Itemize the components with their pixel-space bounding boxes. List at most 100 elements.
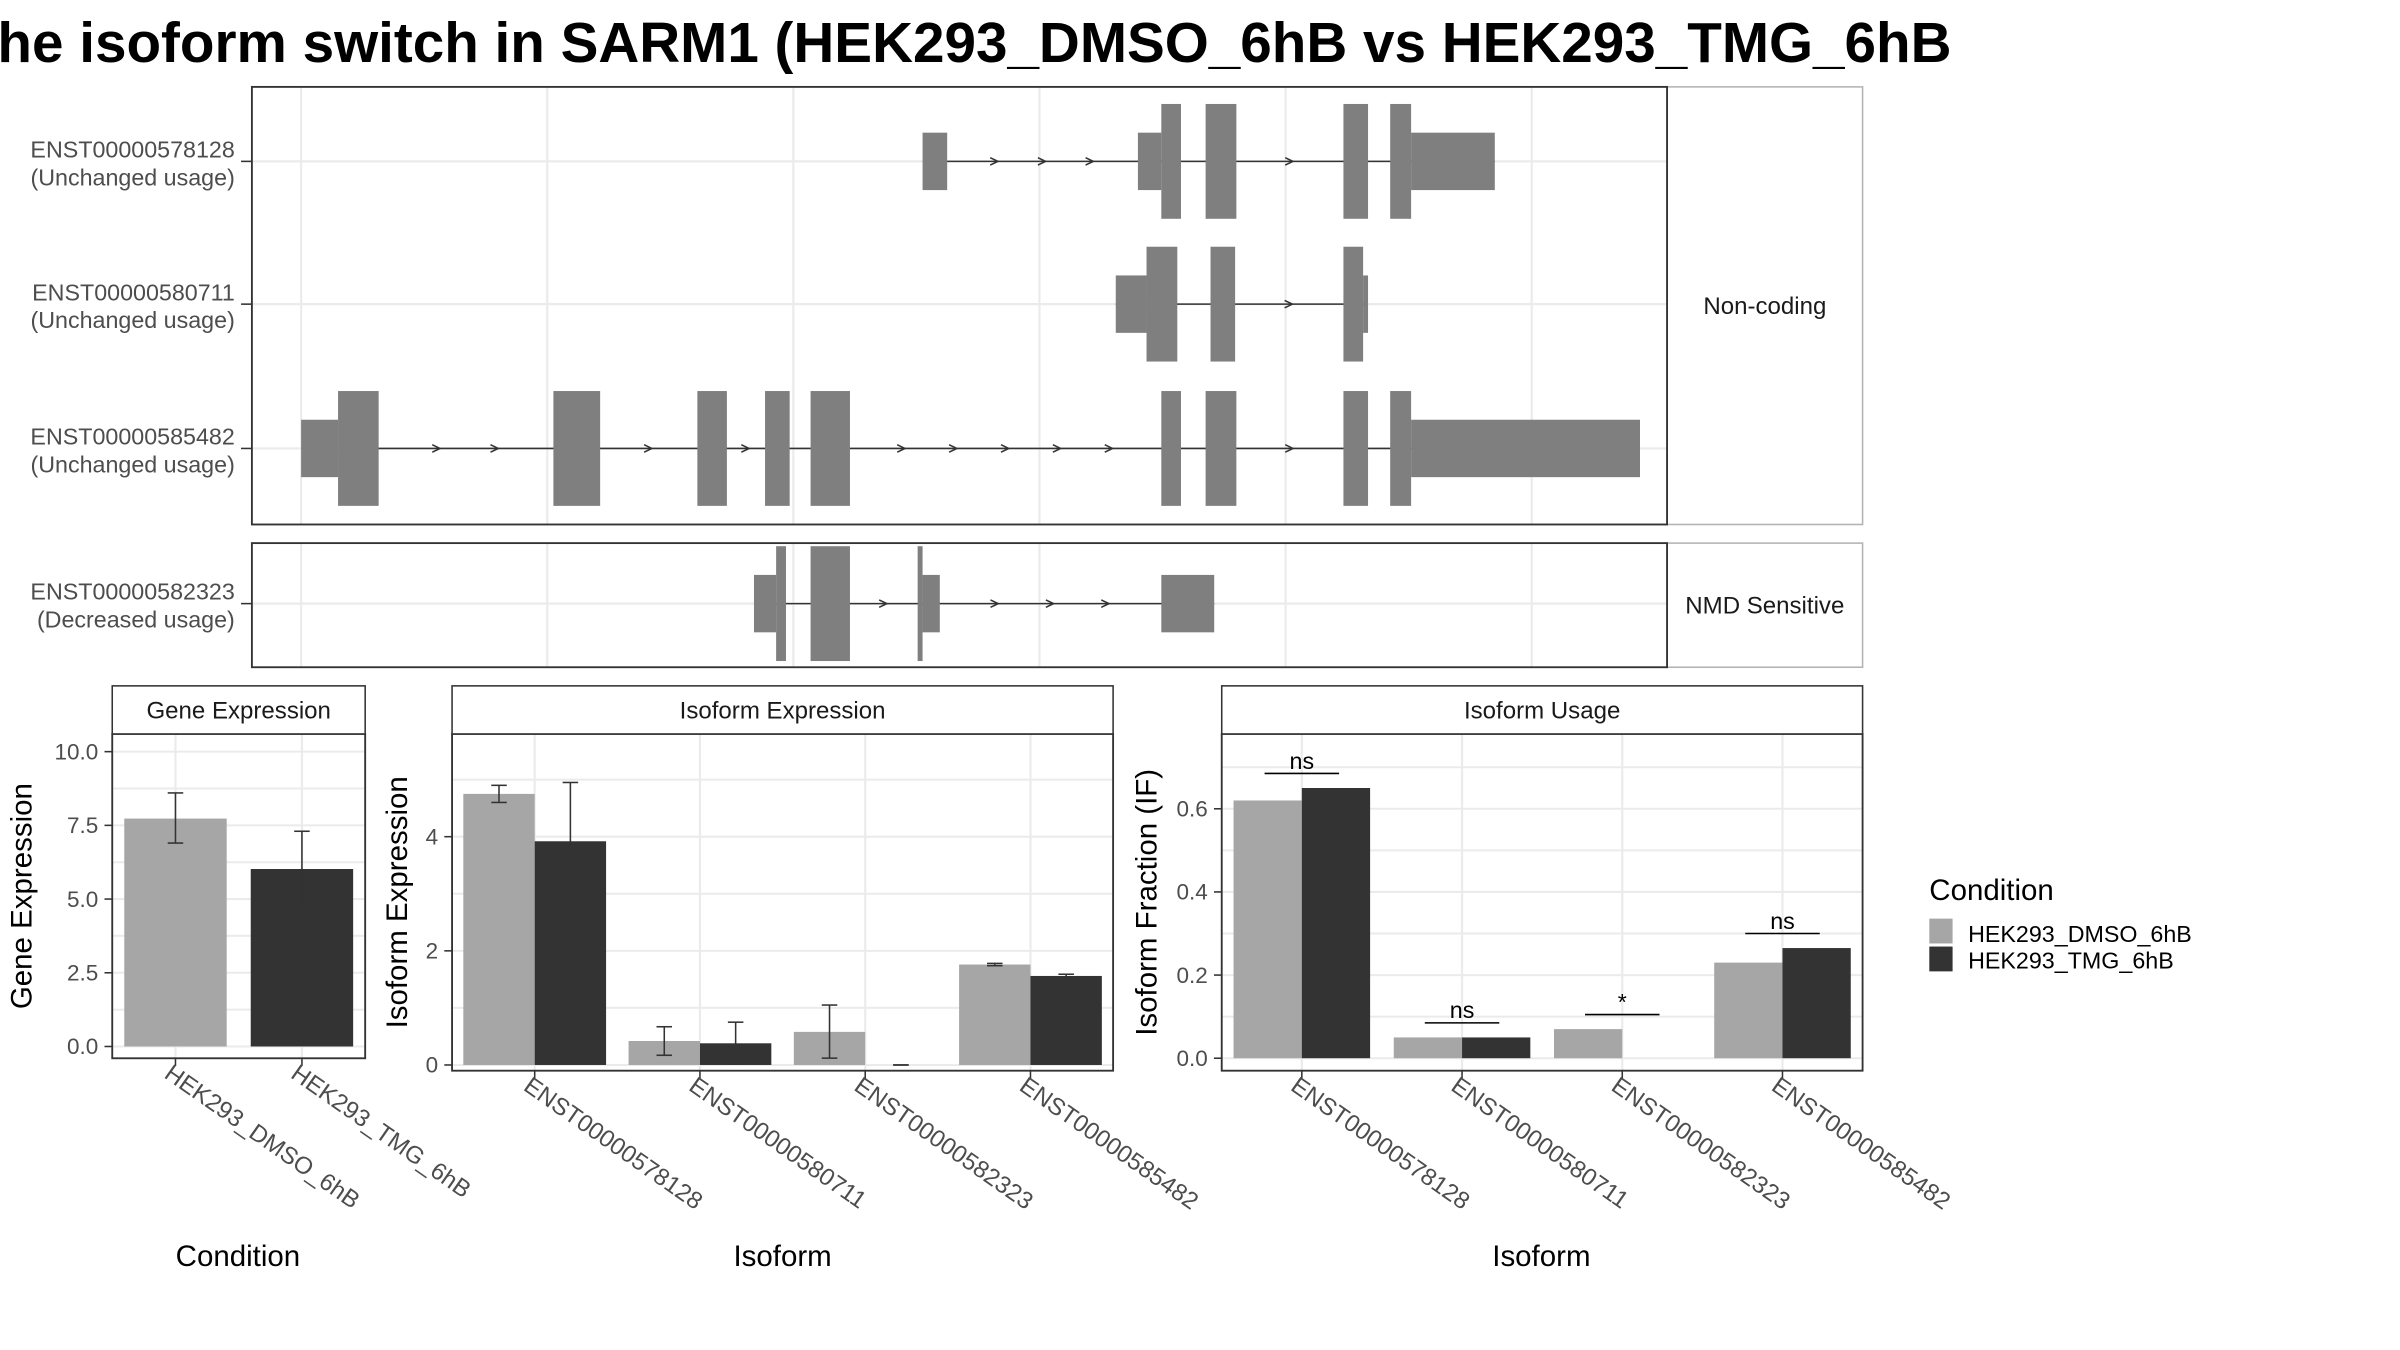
exon: [1180, 574, 1215, 633]
intron-direction-arrow: [1284, 156, 1295, 166]
facet-strip: [111, 685, 366, 735]
transcript-id-label: ENST00000578128: [30, 136, 234, 162]
facet-strip: [1220, 685, 1864, 735]
intron-direction-arrow: [1045, 599, 1056, 609]
x-tick-label: ENST00000585482: [1767, 1072, 1956, 1215]
intron-direction-arrow: [878, 599, 889, 609]
significance-label: *: [1618, 989, 1627, 1015]
facet-strip-label: Non-coding: [1703, 293, 1826, 320]
exon: [1205, 391, 1237, 506]
isoform-usage-chart: ns ns * ns Isoform Usage 0.0 0.2 0.4 0.6 Isoform …: [1131, 685, 1956, 1273]
bar: [959, 964, 1031, 1065]
intron-direction-arrow: [990, 599, 1001, 609]
facet-strip: [1666, 86, 1864, 526]
y-axis-label: Isoform Fraction (IF): [1131, 769, 1164, 1036]
significance-label: ns: [1290, 748, 1315, 774]
bar: [1301, 788, 1371, 1059]
intron-direction-arrow: [1284, 444, 1295, 453]
bar: [1553, 1029, 1623, 1059]
exon: [553, 391, 601, 506]
y-tick-label: 0.6: [1176, 797, 1207, 822]
exon: [1210, 246, 1236, 362]
intron-direction-arrow: [1052, 444, 1063, 453]
x-tick-label: ENST00000580711: [684, 1072, 871, 1214]
bar: [1714, 962, 1783, 1059]
exon: [922, 132, 948, 191]
legend-label-dmso: HEK293_DMSO_6hB: [1968, 921, 2192, 947]
facet-strip: [1666, 542, 1864, 669]
intron-direction-arrow: [490, 444, 501, 453]
x-tick-label: ENST00000578128: [519, 1072, 708, 1215]
transcript-usage-label: (Unchanged usage): [30, 164, 234, 190]
exon: [338, 391, 379, 506]
intron-direction-arrow: [896, 444, 907, 453]
exon: [917, 546, 923, 662]
transcript-id-label: ENST00000580711: [32, 279, 235, 305]
chart-title: Gene Expression: [146, 697, 330, 724]
bar: [124, 818, 227, 1047]
exon: [1363, 275, 1369, 333]
isoform-expression-chart: Isoform Expression 0 2 4 Isoform Expression E…: [381, 685, 1204, 1273]
exon: [1343, 391, 1369, 506]
legend-swatch-dmso: [1929, 918, 1953, 944]
intron-direction-arrow: [1085, 156, 1096, 166]
bar: [1393, 1037, 1463, 1059]
facet-strip: [451, 685, 1114, 735]
exon: [1161, 574, 1181, 633]
intron-direction-arrow: [740, 444, 751, 453]
y-tick-label: 5.0: [67, 887, 98, 912]
intron-direction-arrow: [431, 444, 442, 453]
significance-label: ns: [1450, 997, 1475, 1023]
significance-label: ns: [1770, 908, 1795, 934]
y-tick-label: 0.4: [1176, 880, 1207, 905]
exon: [765, 391, 790, 506]
x-tick-label: ENST00000582323: [849, 1072, 1038, 1215]
y-axis-label: Gene Expression: [6, 783, 39, 1009]
intron-direction-arrow: [1037, 156, 1048, 166]
y-tick-label: 2: [426, 939, 439, 964]
exon: [1137, 132, 1162, 191]
structure-panel-border: [250, 85, 1668, 526]
transcript-usage-label: (Decreased usage): [37, 607, 235, 633]
exon: [810, 546, 850, 662]
structure-panel-border: [250, 542, 1668, 669]
exon: [1411, 132, 1495, 191]
figure-title: he isoform switch in SARM1 (HEK293_DMSO_…: [0, 12, 1952, 75]
chart-title: Isoform Expression: [680, 697, 886, 724]
legend: Condition HEK293_DMSO_6hB HEK293_TMG_6hB: [1929, 874, 2192, 973]
y-tick-label: 10.0: [54, 739, 98, 764]
transcript-usage-label: (Unchanged usage): [30, 452, 234, 478]
y-tick-label: 0.0: [1176, 1046, 1207, 1071]
y-axis-label: Isoform Expression: [381, 776, 414, 1028]
y-tick-label: 0.2: [1176, 963, 1207, 988]
transcript-id-label: ENST00000582323: [30, 579, 234, 605]
chart-title: Isoform Usage: [1464, 697, 1620, 724]
exon: [1390, 391, 1412, 506]
exon: [1343, 246, 1364, 362]
x-axis-label: Isoform: [733, 1240, 831, 1273]
x-axis-label: Isoform: [1492, 1240, 1590, 1273]
y-tick-label: 4: [426, 824, 439, 849]
exon: [1205, 103, 1237, 219]
bar: [1782, 948, 1851, 1059]
exon: [1161, 103, 1181, 219]
exon: [697, 391, 727, 506]
y-tick-label: 0.0: [67, 1034, 98, 1059]
intron-direction-arrow: [1104, 444, 1115, 453]
intron-direction-arrow: [989, 156, 1000, 166]
exon: [1115, 275, 1147, 333]
x-tick-label: ENST00000585482: [1015, 1072, 1204, 1215]
exon: [810, 391, 850, 506]
intron-direction-arrow: [1284, 299, 1295, 309]
bar: [1233, 800, 1302, 1059]
exon: [1390, 103, 1412, 219]
exon: [301, 419, 339, 478]
intron-direction-arrow: [1000, 444, 1011, 453]
exon: [753, 574, 777, 633]
y-tick-label: 0: [426, 1053, 439, 1078]
transcript-usage-label: (Unchanged usage): [30, 307, 234, 333]
exon: [1411, 419, 1640, 478]
exon: [922, 574, 940, 633]
